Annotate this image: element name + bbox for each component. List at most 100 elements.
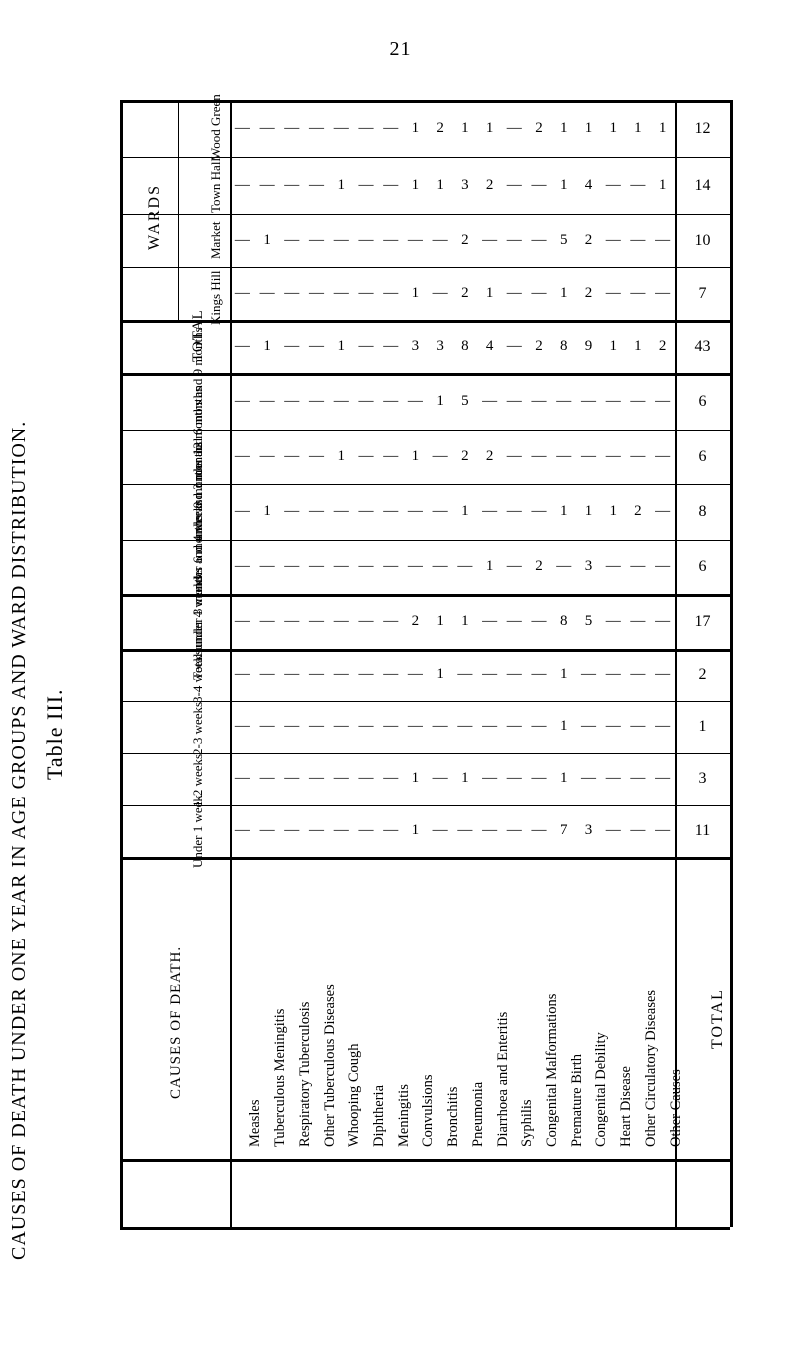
- row-total: 1: [675, 719, 730, 735]
- data-cell: —: [329, 286, 354, 301]
- data-cell: 1: [403, 178, 428, 193]
- column-label: Diarrhoea and Enteritis: [495, 1012, 512, 1147]
- data-cell: 2: [576, 233, 601, 248]
- data-cell: —: [403, 719, 428, 734]
- data-cell: —: [502, 121, 527, 136]
- data-cell: —: [378, 121, 403, 136]
- data-cell: —: [230, 233, 255, 248]
- data-cell: 4: [576, 178, 601, 193]
- data-cell: —: [527, 504, 552, 519]
- data-cell: —: [378, 449, 403, 464]
- data-cell: 1: [403, 286, 428, 301]
- data-cell: —: [378, 771, 403, 786]
- column-label: Heart Disease: [618, 1066, 635, 1147]
- table-title-inner: Table III.: [42, 688, 68, 780]
- data-cell: —: [279, 449, 304, 464]
- data-cell: 2: [428, 121, 453, 136]
- data-cell: —: [304, 121, 329, 136]
- data-cell: —: [354, 719, 379, 734]
- data-cell: —: [626, 719, 651, 734]
- data-cell: —: [650, 719, 675, 734]
- data-cell: 3: [428, 339, 453, 354]
- data-cell: —: [453, 559, 478, 574]
- data-cell: —: [477, 667, 502, 682]
- column-label: Pneumonia: [470, 1082, 487, 1147]
- data-cell: —: [378, 178, 403, 193]
- data-cell: 1: [255, 504, 280, 519]
- data-cell: —: [354, 233, 379, 248]
- row-total: 6: [675, 449, 730, 465]
- data-cell: —: [626, 394, 651, 409]
- data-cell: —: [304, 504, 329, 519]
- data-cell: —: [329, 559, 354, 574]
- data-cell: 1: [551, 719, 576, 734]
- data-cell: —: [230, 771, 255, 786]
- data-cell: —: [279, 394, 304, 409]
- data-cell: —: [650, 286, 675, 301]
- data-cell: 1: [601, 339, 626, 354]
- data-cell: —: [304, 719, 329, 734]
- data-cell: —: [601, 771, 626, 786]
- data-cell: —: [230, 614, 255, 629]
- row-label: 2-3 weeks: [190, 702, 206, 755]
- data-cell: —: [354, 121, 379, 136]
- data-cell: 3: [403, 339, 428, 354]
- table: WARDSWood GreenTown HallMarketKings Hill…: [120, 100, 766, 1227]
- data-cell: 1: [403, 823, 428, 838]
- data-cell: 1: [601, 504, 626, 519]
- data-cell: —: [527, 719, 552, 734]
- data-cell: —: [502, 771, 527, 786]
- data-cell: 5: [453, 394, 478, 409]
- data-cell: —: [551, 559, 576, 574]
- data-cell: —: [551, 394, 576, 409]
- data-cell: —: [230, 286, 255, 301]
- data-cell: 5: [576, 614, 601, 629]
- data-cell: —: [453, 667, 478, 682]
- data-cell: —: [279, 823, 304, 838]
- data-cell: —: [354, 449, 379, 464]
- data-cell: —: [255, 178, 280, 193]
- data-cell: 2: [626, 504, 651, 519]
- row-total: 6: [675, 559, 730, 575]
- data-cell: —: [527, 614, 552, 629]
- data-cell: —: [304, 233, 329, 248]
- data-cell: —: [502, 823, 527, 838]
- data-cell: 8: [453, 339, 478, 354]
- data-cell: —: [601, 394, 626, 409]
- data-cell: —: [279, 559, 304, 574]
- data-cell: —: [230, 449, 255, 464]
- data-cell: —: [601, 286, 626, 301]
- data-cell: —: [354, 178, 379, 193]
- data-cell: —: [354, 614, 379, 629]
- data-cell: —: [650, 449, 675, 464]
- data-cell: 7: [551, 823, 576, 838]
- data-cell: —: [403, 233, 428, 248]
- data-cell: —: [279, 121, 304, 136]
- data-cell: —: [378, 504, 403, 519]
- data-cell: 3: [453, 178, 478, 193]
- data-cell: 1: [626, 121, 651, 136]
- data-cell: 1: [329, 449, 354, 464]
- data-cell: —: [477, 504, 502, 519]
- data-cell: —: [279, 233, 304, 248]
- row-label: Kings Hill: [208, 270, 224, 325]
- column-label: Other Causes: [668, 1069, 685, 1147]
- data-cell: —: [255, 286, 280, 301]
- data-cell: 1: [329, 178, 354, 193]
- data-cell: —: [527, 771, 552, 786]
- data-cell: —: [428, 233, 453, 248]
- row-total: 3: [675, 771, 730, 787]
- data-cell: —: [279, 339, 304, 354]
- row-total: 43: [675, 339, 730, 355]
- data-cell: —: [230, 394, 255, 409]
- data-cell: —: [502, 614, 527, 629]
- data-cell: —: [650, 394, 675, 409]
- data-cell: —: [527, 394, 552, 409]
- data-cell: 2: [477, 178, 502, 193]
- data-cell: —: [230, 559, 255, 574]
- data-cell: —: [502, 559, 527, 574]
- data-cell: —: [230, 719, 255, 734]
- data-cell: 3: [576, 823, 601, 838]
- data-cell: —: [304, 559, 329, 574]
- data-cell: 1: [428, 614, 453, 629]
